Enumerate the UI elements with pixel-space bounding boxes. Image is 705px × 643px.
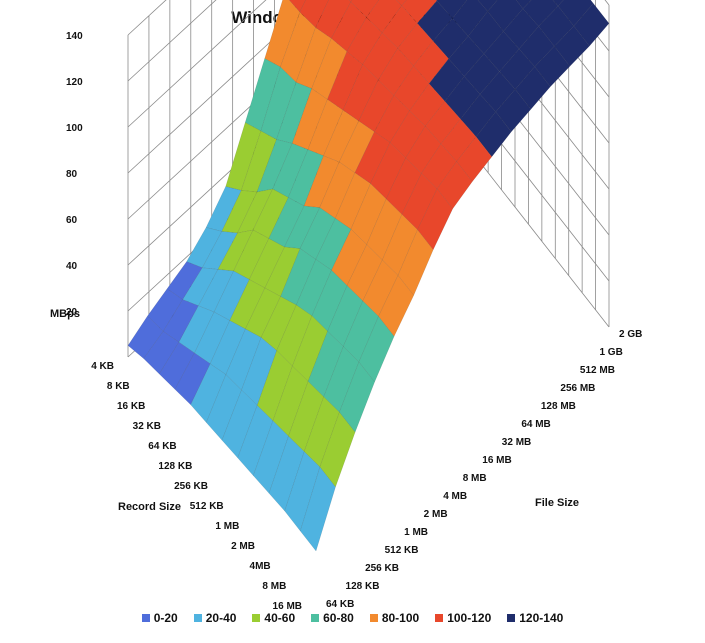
surface-cell [348, 0, 353, 3]
legend-label: 20-40 [205, 611, 237, 625]
record-size-axis-title: Record Size [118, 501, 181, 513]
legend-label: 100-120 [447, 611, 492, 625]
file-size-tick: 512 MB [580, 365, 615, 376]
record-size-tick: 8 MB [262, 581, 286, 592]
z-axis-ticks: 140 120 100 80 60 40 20 [66, 31, 83, 318]
file-size-tick: 128 KB [346, 581, 380, 592]
legend-swatch [141, 614, 150, 622]
legend-swatch [369, 614, 378, 622]
z-tick-label: 40 [66, 261, 78, 272]
file-size-tick: 256 MB [560, 383, 595, 394]
record-size-tick: 4 KB [91, 361, 114, 372]
surface-cell [435, 0, 438, 2]
file-size-tick: 2 GB [619, 329, 642, 340]
surface-cell [495, 88, 532, 133]
z-tick-label: 20 [66, 307, 78, 318]
legend-item: 120-140 [507, 611, 563, 625]
legend-swatch [507, 614, 516, 622]
surface-cell [573, 3, 610, 47]
legend-swatch [311, 614, 320, 622]
record-size-tick: 16 MB [273, 601, 302, 612]
z-tick-label: 100 [66, 123, 83, 134]
record-size-tick: 32 KB [133, 421, 161, 432]
record-size-tick: 16 KB [117, 401, 145, 412]
file-size-ticks: 64 KB 128 KB 256 KB 512 KB 1 MB 2 MB 4 MB 8 MB 1… [326, 329, 642, 610]
legend-label: 120-140 [519, 611, 564, 625]
legend-label: 60-80 [323, 611, 354, 625]
file-size-tick: 2 MB [424, 509, 448, 520]
record-size-ticks: 4 KB 8 KB 16 KB 32 KB 64 KB 128 KB 256 KB 512 K… [91, 361, 302, 612]
file-size-tick: 4 MB [443, 491, 467, 502]
record-size-tick: 64 KB [148, 441, 176, 452]
surface-cell [417, 188, 453, 251]
record-size-tick: 128 KB [158, 461, 192, 472]
legend-label: 80-100 [381, 611, 420, 625]
record-size-tick: 4MB [250, 561, 271, 572]
file-size-axis-title: File Size [535, 497, 579, 509]
legend-label: 40-60 [264, 611, 296, 625]
legend-swatch [193, 614, 202, 622]
legend-item: 80-100 [369, 611, 420, 625]
record-size-tick: 256 KB [174, 481, 208, 492]
legend-swatch [252, 614, 261, 622]
record-size-tick: 2 MB [231, 541, 255, 552]
file-size-tick: 512 KB [385, 545, 419, 556]
gridline-left-wall-horizontal [127, 0, 267, 128]
legend-item: 60-80 [311, 611, 354, 625]
z-tick-label: 140 [66, 31, 83, 42]
z-axis-title: MBps [50, 308, 80, 320]
record-size-tick: 1 MB [215, 521, 239, 532]
file-size-tick: 256 KB [365, 563, 399, 574]
z-tick-label: 60 [66, 215, 78, 226]
legend-item: 40-60 [252, 611, 295, 625]
legend-item: 20-40 [193, 611, 237, 625]
legend-swatch [435, 614, 444, 622]
file-size-tick: 1 GB [599, 347, 622, 358]
file-size-tick: 8 MB [463, 473, 487, 484]
legend-item: 0-20 [141, 611, 178, 625]
record-size-tick: 512 KB [190, 501, 224, 512]
gridline-left-wall-horizontal [127, 0, 217, 82]
file-size-tick: 16 MB [482, 455, 511, 466]
z-tick-label: 80 [66, 169, 78, 180]
surface [127, 0, 610, 552]
file-size-tick: 64 MB [521, 419, 550, 430]
surface-cell [300, 466, 336, 552]
file-size-tick: 64 KB [326, 599, 354, 610]
z-tick-label: 120 [66, 77, 83, 88]
file-size-tick: 128 MB [541, 401, 576, 412]
legend: 0-20 20-40 40-60 60-80 80-100 100-120 120-140 [0, 611, 705, 625]
record-size-tick: 8 KB [107, 381, 130, 392]
legend-label: 0-20 [153, 611, 178, 625]
file-size-tick: 1 MB [404, 527, 428, 538]
file-size-tick: 32 MB [502, 437, 531, 448]
legend-item: 100-120 [435, 611, 491, 625]
